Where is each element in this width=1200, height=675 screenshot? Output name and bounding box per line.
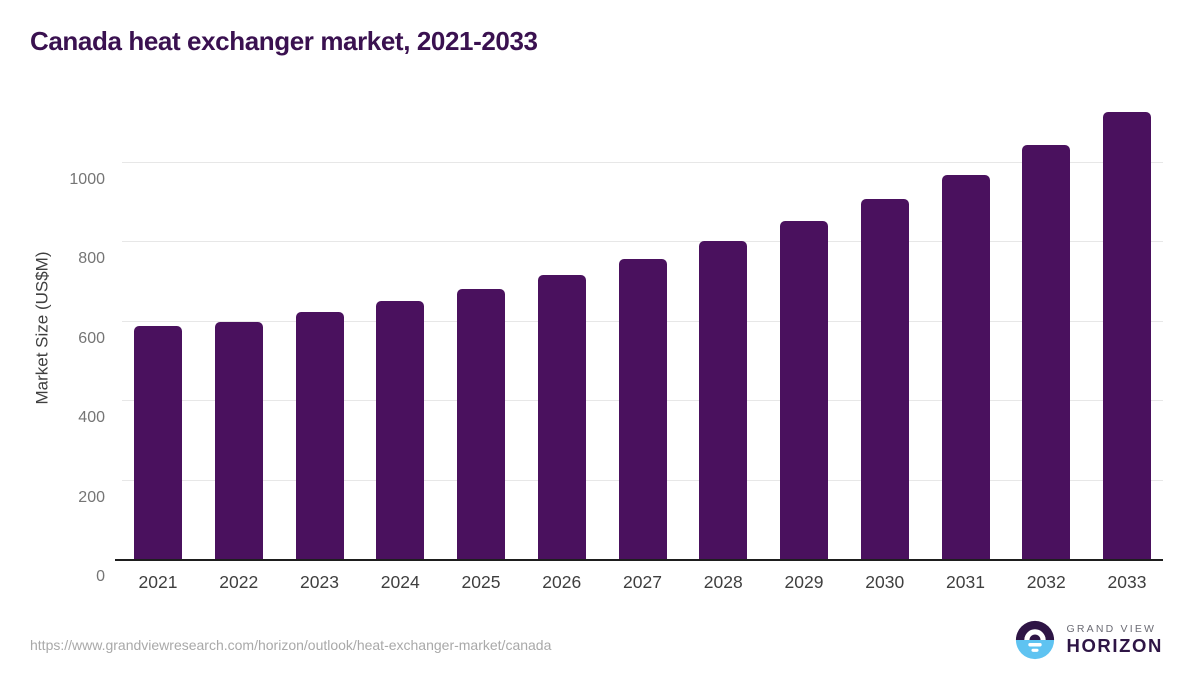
footer: https://www.grandviewresearch.com/horizo… (0, 613, 1200, 675)
y-axis-title: Market Size (US$M) (30, 95, 56, 560)
bar-2027[interactable] (618, 259, 667, 560)
gridline-0: 0 (96, 559, 1163, 585)
bar-2021[interactable] (134, 325, 182, 560)
logo-wordmark: GRAND VIEW HORIZON (1066, 623, 1163, 656)
y-axis-title-label: Market Size (US$M) (33, 250, 52, 405)
bar-slot-2032: 2032 (1022, 95, 1071, 592)
bar-slot-2025: 2025 (457, 95, 505, 592)
y-tick-label: 1000 (69, 170, 105, 188)
plot-area: 0 200 400 600 800 1000 2021 2022 2023 2024 2025 202… (69, 95, 1163, 592)
bar-2022[interactable] (214, 321, 263, 560)
bar-2024[interactable] (376, 301, 425, 560)
horizon-sunrise-icon (1014, 619, 1056, 661)
bar-slot-2030: 2030 (860, 95, 909, 592)
x-tick-label-2024: 2024 (380, 572, 420, 592)
logo-line1: GRAND VIEW (1066, 623, 1157, 636)
x-tick-label-2023: 2023 (300, 572, 339, 592)
bar-slot-2028: 2028 (699, 95, 748, 592)
x-tick-label-2033: 2033 (1107, 572, 1147, 592)
chart-title: Canada heat exchanger market, 2021-2033 (30, 26, 538, 56)
bar-2033[interactable] (1103, 111, 1151, 560)
x-tick-label-2021: 2021 (138, 572, 178, 592)
x-tick-label-2029: 2029 (784, 572, 824, 592)
x-tick-label-2026: 2026 (542, 572, 582, 592)
bar-2031[interactable] (941, 174, 990, 560)
y-tick-label: 800 (78, 250, 105, 268)
y-tick-label: 0 (96, 568, 105, 585)
bar-slot-2026: 2026 (537, 95, 586, 592)
bar-2025[interactable] (457, 288, 505, 560)
bar-slot-2021: 2021 (134, 95, 182, 592)
logo-line2: HORIZON (1066, 635, 1163, 657)
bars-row: 2021 2022 2023 2024 2025 2026 2027 2028 2029 2030… (122, 95, 1163, 592)
x-tick-label-2022: 2022 (219, 572, 259, 592)
y-tick-label: 200 (78, 488, 105, 506)
x-tick-label-2027: 2027 (623, 572, 662, 592)
bar-slot-2031: 2031 (941, 95, 990, 592)
y-tick-label: 400 (78, 409, 105, 427)
bar-2030[interactable] (860, 198, 909, 560)
bar-slot-2027: 2027 (618, 95, 667, 592)
y-tick-label: 600 (78, 329, 105, 347)
x-tick-label-2025: 2025 (461, 572, 501, 592)
bar-slot-2022: 2022 (214, 95, 263, 592)
bar-2032[interactable] (1022, 144, 1071, 560)
bar-slot-2024: 2024 (376, 95, 425, 592)
bar-2023[interactable] (295, 311, 344, 560)
bar-slot-2033: 2033 (1103, 95, 1151, 592)
gridline-800: 800 (78, 241, 1163, 267)
x-tick-label-2030: 2030 (865, 572, 905, 592)
bar-slot-2029: 2029 (780, 95, 828, 592)
bar-2026[interactable] (537, 275, 586, 560)
bar-slot-2023: 2023 (295, 95, 344, 592)
gridline-1000: 1000 (69, 161, 1163, 188)
x-tick-label-2032: 2032 (1026, 572, 1066, 592)
bar-2029[interactable] (780, 221, 828, 560)
source-url: https://www.grandviewresearch.com/horizo… (30, 637, 552, 653)
x-tick-label-2031: 2031 (946, 572, 985, 592)
x-axis-line (115, 559, 1163, 561)
grand-view-horizon-logo[interactable]: GRAND VIEW HORIZON (1014, 619, 1163, 661)
bar-2028[interactable] (699, 240, 748, 560)
x-tick-label-2028: 2028 (703, 572, 743, 592)
